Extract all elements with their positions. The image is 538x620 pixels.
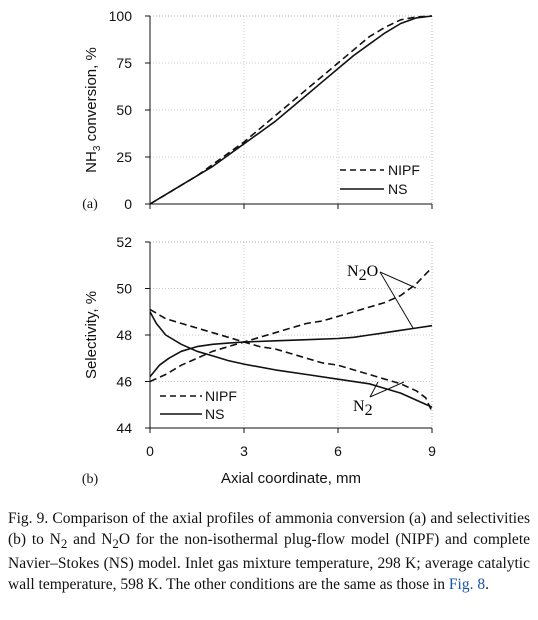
caption-sub-2: 2 xyxy=(112,535,119,551)
b-ytick-label-2: 48 xyxy=(116,327,132,343)
b-series-ns-n2o-line xyxy=(149,324,433,378)
annotation-n2o: N2O xyxy=(347,263,417,329)
legend-b-nipf-label: NIPF xyxy=(205,388,237,404)
legend-nipf-label: NIPF xyxy=(388,162,420,178)
b-ytick-label-4: 52 xyxy=(116,234,132,250)
panel-a-legend: NIPF NS xyxy=(340,162,420,197)
panel-b-label: (b) xyxy=(82,472,99,487)
a-ytick-label-0: 0 xyxy=(124,196,132,212)
a-series-ns-line xyxy=(149,15,433,205)
panel-b-y-axis-label: Selectivity, % xyxy=(83,291,100,379)
panel-b-series xyxy=(149,267,433,413)
caption-label: Fig. 9. xyxy=(8,510,49,527)
panel-b-chart: 44 46 48 50 52 0 3 6 9 Selectivity, % Axial coor… xyxy=(82,234,436,487)
caption-sub-1: 2 xyxy=(60,535,68,551)
annotation-n2o-leader-1 xyxy=(379,271,417,289)
panel-a-ticks: 0 25 50 75 100 xyxy=(109,8,433,212)
panel-b-ticks: 44 46 48 50 52 0 3 6 9 xyxy=(116,234,436,459)
legend-b-ns-label: NS xyxy=(205,406,224,422)
panel-a-chart: 0 25 50 75 100 NH3 conversion, % (a) NIPF NS xyxy=(82,8,433,212)
b-xtick-label-3: 9 xyxy=(428,443,436,459)
a-ytick-label-1: 25 xyxy=(116,149,132,165)
b-series-ns-n2-line xyxy=(149,311,433,408)
legend-ns-label: NS xyxy=(388,181,407,197)
panel-b-legend: NIPF NS xyxy=(160,388,237,422)
figure-9: 0 25 50 75 100 NH3 conversion, % (a) NIPF NS… xyxy=(82,8,436,487)
panel-a-y-axis-label: NH3 conversion, % xyxy=(83,47,103,173)
panel-a-label: (a) xyxy=(82,197,98,212)
b-xtick-label-2: 6 xyxy=(334,443,342,459)
panel-a-series xyxy=(149,15,433,205)
b-xtick-label-0: 0 xyxy=(146,443,154,459)
figure-caption: Fig. 9. Comparison of the axial profiles… xyxy=(8,509,530,595)
annotation-n2o-leader-2 xyxy=(379,271,414,329)
annotation-n2o-label: N2O xyxy=(347,263,378,284)
b-ytick-label-1: 46 xyxy=(116,374,132,390)
annotation-n2-label: N2 xyxy=(353,398,373,419)
b-ytick-label-3: 50 xyxy=(116,281,132,297)
b-series-nipf-n2-line xyxy=(149,308,433,413)
caption-text-1: Comparison of the axial profiles of ammo… xyxy=(8,510,530,548)
caption-text-4: . xyxy=(485,575,489,593)
b-xtick-label-1: 3 xyxy=(240,443,248,459)
caption-text-2: and N xyxy=(67,530,113,548)
b-series-nipf-n2o-line xyxy=(149,267,433,383)
a-ytick-label-2: 50 xyxy=(116,102,132,118)
panel-b-x-axis-label: Axial coordinate, mm xyxy=(221,470,361,487)
caption-text-3: O for the non-isothermal plug-flow model… xyxy=(8,530,531,593)
a-ytick-label-3: 75 xyxy=(116,55,132,71)
b-ytick-label-0: 44 xyxy=(116,420,132,436)
a-ytick-label-4: 100 xyxy=(109,8,133,24)
annotation-n2-leader-1 xyxy=(369,381,405,398)
caption-fig8-link[interactable]: Fig. 8 xyxy=(448,575,486,593)
panel-b-grid xyxy=(150,241,432,429)
annotation-n2: N2 xyxy=(353,381,405,419)
annotation-n2-leader-2 xyxy=(369,381,379,398)
